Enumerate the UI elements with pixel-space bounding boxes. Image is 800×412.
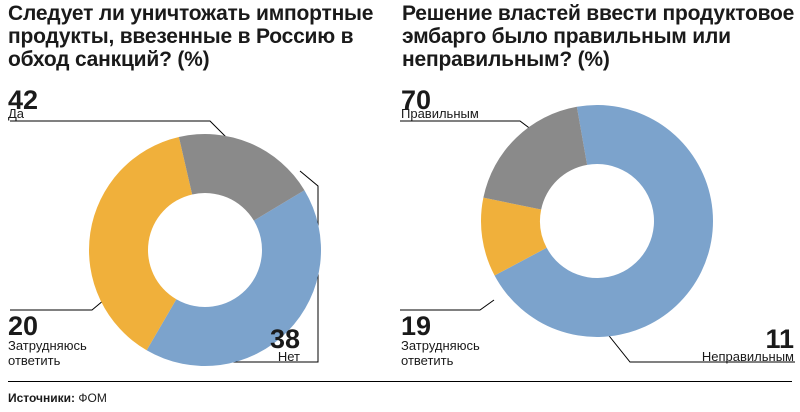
chart-title-left: Следует ли уничтожать импортные продукты…	[8, 2, 374, 71]
label-unsure-left-2: ответить	[8, 353, 61, 368]
leader-line-unsure-right	[400, 299, 495, 311]
value-no: 38	[269, 324, 300, 354]
value-yes: 42	[8, 85, 39, 115]
label-wrong: Неправильным	[701, 349, 794, 364]
donut-right	[481, 105, 713, 337]
label-unsure-left-1: Затрудняюсь	[8, 338, 87, 353]
label-yes: Да	[8, 106, 25, 121]
value-unsure-right: 19	[401, 311, 432, 341]
label-unsure-right-2: ответить	[401, 353, 454, 368]
source-label: Источники:	[8, 391, 76, 405]
value-wrong: 11	[765, 324, 794, 354]
value-unsure-left: 20	[8, 311, 39, 341]
label-no: Нет	[277, 349, 300, 364]
donut-left	[88, 134, 321, 366]
value-right: 70	[401, 85, 432, 115]
slice-unsure	[178, 134, 305, 221]
label-unsure-right-1: Затрудняюсь	[401, 338, 480, 353]
leader-line-unsure-left	[10, 299, 105, 311]
slice-wrong	[481, 197, 547, 276]
chart-title-right: Решение властей ввести продуктовое эмбар…	[402, 2, 795, 71]
source-value: ФОМ	[78, 391, 107, 405]
slice-unsure	[483, 106, 588, 210]
slice-right	[494, 105, 713, 337]
slice-no	[88, 136, 193, 351]
footer-divider	[8, 381, 792, 382]
label-right: Правильным	[401, 106, 479, 121]
donut-charts	[10, 105, 795, 366]
source-note: Источники: ФОМ	[8, 391, 107, 405]
slice-yes	[146, 190, 321, 366]
